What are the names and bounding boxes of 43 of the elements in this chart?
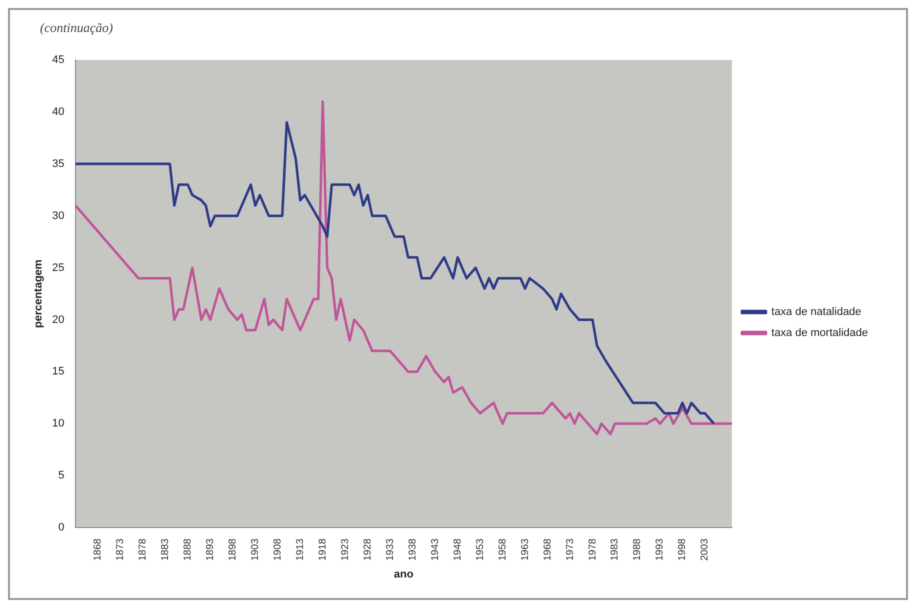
x-tick-label: 1943 — [430, 538, 441, 561]
text: (continuação) — [40, 20, 113, 36]
y-tick-label: 45 — [52, 54, 64, 66]
x-tick-label: 1923 — [340, 538, 351, 561]
x-tick-label: 1928 — [362, 538, 374, 561]
x-tick-label: 1878 — [138, 538, 149, 561]
x-tick-label: 2003 — [700, 538, 711, 561]
x-tick-label: 1998 — [677, 538, 688, 561]
y-tick-label: 25 — [52, 262, 64, 274]
y-axis-title: percentagem — [32, 259, 45, 328]
x-tick-label: 1988 — [632, 538, 644, 561]
legend-label: taxa de natalidade — [771, 306, 862, 318]
y-tick-label: 20 — [52, 314, 64, 326]
y-tick-label: 40 — [52, 106, 64, 118]
y-tick-label: 15 — [52, 366, 64, 378]
x-tick-label: 1883 — [160, 538, 172, 561]
y-tick-label: 35 — [52, 158, 64, 170]
x-tick-label: 1978 — [587, 538, 598, 561]
y-tick-label: 5 — [58, 470, 64, 482]
x-tick-label: 1933 — [384, 538, 396, 561]
x-tick-label: 1888 — [182, 538, 194, 561]
x-tick-label: 1913 — [294, 538, 306, 561]
legend-label: taxa de mortalidade — [771, 327, 868, 340]
x-tick-label: 1873 — [115, 538, 126, 561]
x-tick-label: 1953 — [474, 538, 486, 561]
x-tick-label: 1893 — [205, 538, 216, 561]
x-axis-title: ano — [394, 568, 414, 580]
x-tick-label: 1963 — [520, 538, 531, 561]
x-tick-label: 1938 — [407, 538, 418, 561]
x-tick-label: 1973 — [564, 538, 576, 561]
x-tick-label: 1948 — [452, 538, 464, 561]
x-tick-label: 1968 — [542, 538, 554, 561]
x-tick-label: 1908 — [272, 538, 284, 561]
x-tick-label: 1958 — [497, 538, 508, 561]
x-tick-label: 1903 — [250, 538, 262, 561]
x-tick-label: 1898 — [228, 538, 239, 561]
y-tick-label: 0 — [58, 522, 64, 534]
x-tick-label: 1983 — [610, 538, 621, 561]
y-tick-label: 10 — [52, 418, 64, 430]
x-tick-label: 1868 — [92, 538, 104, 561]
x-tick-label: 1993 — [654, 538, 666, 561]
y-tick-label: 30 — [52, 210, 64, 222]
x-tick-label: 1918 — [317, 538, 328, 561]
